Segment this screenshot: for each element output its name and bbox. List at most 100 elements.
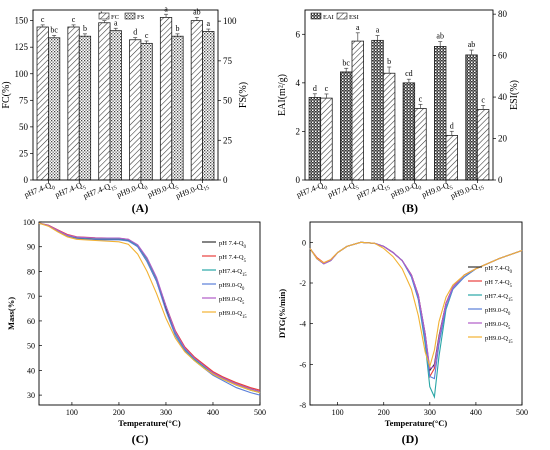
category-label-5: pH9.0-Q15 [449,179,485,203]
legend-label-fc: FC [111,14,119,21]
legend-label-4: pH9.0-Q5 [485,321,511,331]
y-tick-label-2: -4 [299,320,306,329]
y-right-tick-label-0: 0 [498,175,503,185]
bar-esi-3 [414,108,427,181]
bar-fc-3 [129,39,142,181]
y-tick-label-2: 50 [27,342,35,351]
y-right-tick-label-3: 60 [498,51,508,61]
significance-letter-eai-3: cd [405,69,413,78]
significance-letter-esi-5: c [481,95,485,104]
bar-fc-5 [190,20,203,181]
category-label-5: pH9.0-Q15 [174,179,210,203]
series-line-4 [38,222,261,392]
y-right-tick-label-0: 0 [223,175,228,185]
significance-letter-eai-4: ab [436,32,444,41]
significance-letter-eai-5: ab [468,40,476,49]
category-label-0: pH7.4-Q0 [295,179,328,202]
legend-label-5: pH9.0-Q15 [485,335,513,345]
legend-swatch-eai [310,12,322,20]
bar-eai-2 [371,39,384,181]
legend-label-5: pH9.0-Q15 [219,310,247,320]
significance-letter-fc-1: c [72,15,76,24]
x-tick-label-2: 300 [424,408,436,417]
significance-letter-eai-0: d [313,84,317,93]
significance-letter-fs-0: bc [50,25,58,34]
plot-frame [38,221,261,406]
significance-letter-fs-1: b [83,24,87,33]
y-tick-label-0: 0 [302,238,306,247]
significance-letter-esi-0: c [325,84,329,93]
series-line-1 [38,222,261,391]
y-axis-label-right: ESI(%) [509,80,520,110]
y-right-tick-label-2: 50 [223,96,233,106]
bar-eai-4 [434,46,447,181]
y-tick-label-0: 30 [27,391,35,400]
x-axis-label: Temperature(°C) [118,418,181,428]
bar-fc-2 [98,22,111,181]
y-tick-label-4: -8 [299,401,306,410]
series-line-0 [38,222,261,392]
y-axis-label: Mass(%) [6,297,16,330]
y-tick-label-3: 60 [27,317,35,326]
y-left-tick-label-4: 100 [15,69,29,79]
category-label-2: pH7.4-Q15 [82,179,118,203]
series-line-3 [38,222,261,396]
legend-label-3: pH9.0-Q0 [219,282,245,292]
bar-fs-3 [140,42,153,181]
bar-eai-1 [340,71,353,181]
y-right-tick-label-4: 80 [498,9,508,19]
x-tick-label-1: 200 [378,408,390,417]
bar-esi-1 [351,40,364,181]
bar-fs-0 [48,37,61,181]
y-tick-label-3: -6 [299,360,306,369]
y-left-tick-label-1: 2 [296,126,301,136]
legend-label-2: pH7.4-Q15 [485,293,513,303]
bar-eai-5 [465,54,478,181]
y-left-tick-label-0: 0 [24,175,29,185]
y-tick-label-1: -2 [299,279,306,288]
legend-label-0: pH 7.4-Q0 [485,265,513,275]
panel-label-d: (D) [402,432,419,446]
significance-letter-fc-5: ab [193,7,201,16]
bar-eai-3 [402,82,416,181]
category-label-3: pH9.0-Q0 [389,179,422,202]
x-tick-label-2: 300 [160,408,172,417]
legend-label-2: pH7.4-Q15 [219,268,247,278]
plot-frame [32,9,219,181]
significance-letter-esi-2: b [387,57,391,66]
y-left-tick-label-6: 150 [15,16,29,26]
y-right-tick-label-1: 25 [223,135,233,145]
bar-fc-1 [67,26,80,181]
significance-letter-esi-1: a [356,23,360,32]
bar-esi-0 [320,97,333,181]
y-tick-label-7: 100 [23,218,35,227]
bar-eai-0 [308,97,322,181]
y-tick-label-6: 90 [27,243,35,252]
x-tick-label-3: 400 [207,408,219,417]
significance-letter-esi-3: c [419,94,423,103]
series-line-5 [309,241,523,369]
significance-letter-eai-1: bc [342,58,350,67]
panel-label-c: (C) [132,432,149,446]
legend-label-esi: ESI [349,14,359,21]
significance-letter-fs-2: a [114,18,118,27]
significance-letter-fs-4: b [175,24,179,33]
legend-label-1: pH 7.4-Q5 [219,254,247,264]
panel-a: cbcpH7.4-Q0cbpH7.4-Q5bcapH7.4-Q15dcpH9.0… [1,4,249,203]
y-axis-label-left: FC(%) [1,81,12,108]
y-right-tick-label-2: 40 [498,92,508,102]
legend-label-eai: EAI [323,14,334,21]
panel-label-b: (B) [402,201,418,215]
panel-c: 100 200 300 400 500 30 40 50 60 70 80 90 100 Temperat… [6,218,266,428]
x-tick-label-1: 200 [113,408,125,417]
category-label-3: pH9.0-Q0 [115,179,148,202]
x-tick-label-0: 100 [332,408,344,417]
y-left-tick-label-0: 0 [296,175,301,185]
bar-esi-4 [445,135,458,181]
y-right-tick-label-3: 75 [223,56,233,66]
panel-d: 100 200 300 400 500 0 -2 -4 -6 -8 Temperature(°C) D… [277,221,528,428]
y-left-tick-label-2: 50 [19,122,29,132]
significance-letter-fs-3: c [145,31,149,40]
panel-b: d cpH7.4-Q0bcapH7.4-Q5abpH7.4-Q15cdcpH9.0… [277,9,520,203]
